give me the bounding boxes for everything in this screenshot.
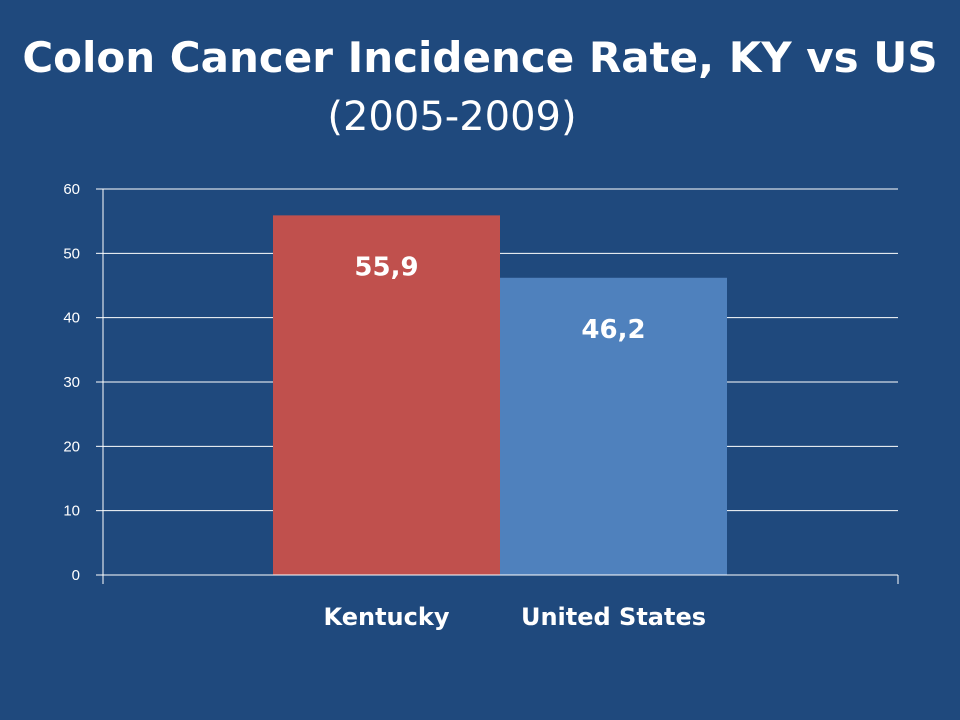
y-tick-label: 60: [63, 181, 80, 198]
y-tick-label: 10: [63, 503, 80, 520]
bar-kentucky: [273, 215, 500, 576]
bars: [273, 215, 727, 576]
y-tick-label: 50: [63, 245, 80, 262]
labels: 0 10 20 30 40 50 60 55,9 Kentucky 46,2 United Stat…: [63, 181, 706, 631]
slide-title: Colon Cancer Incidence Rate, KY vs US (2…: [0, 28, 960, 146]
bar-united-states: [500, 277, 727, 575]
axes: [96, 188, 899, 584]
data-label: 55,9: [354, 252, 418, 282]
y-tick-label: 20: [63, 438, 80, 455]
chart-subtitle: (2005-2009): [327, 94, 577, 140]
chart-title: Colon Cancer Incidence Rate, KY vs US: [22, 33, 938, 82]
x-tick-label: United States: [521, 603, 706, 631]
y-tick-label: 40: [63, 310, 80, 327]
data-label: 46,2: [581, 315, 645, 345]
x-tick-label: Kentucky: [324, 603, 450, 631]
y-tick-label: 0: [72, 567, 80, 584]
y-tick-label: 30: [63, 374, 80, 391]
